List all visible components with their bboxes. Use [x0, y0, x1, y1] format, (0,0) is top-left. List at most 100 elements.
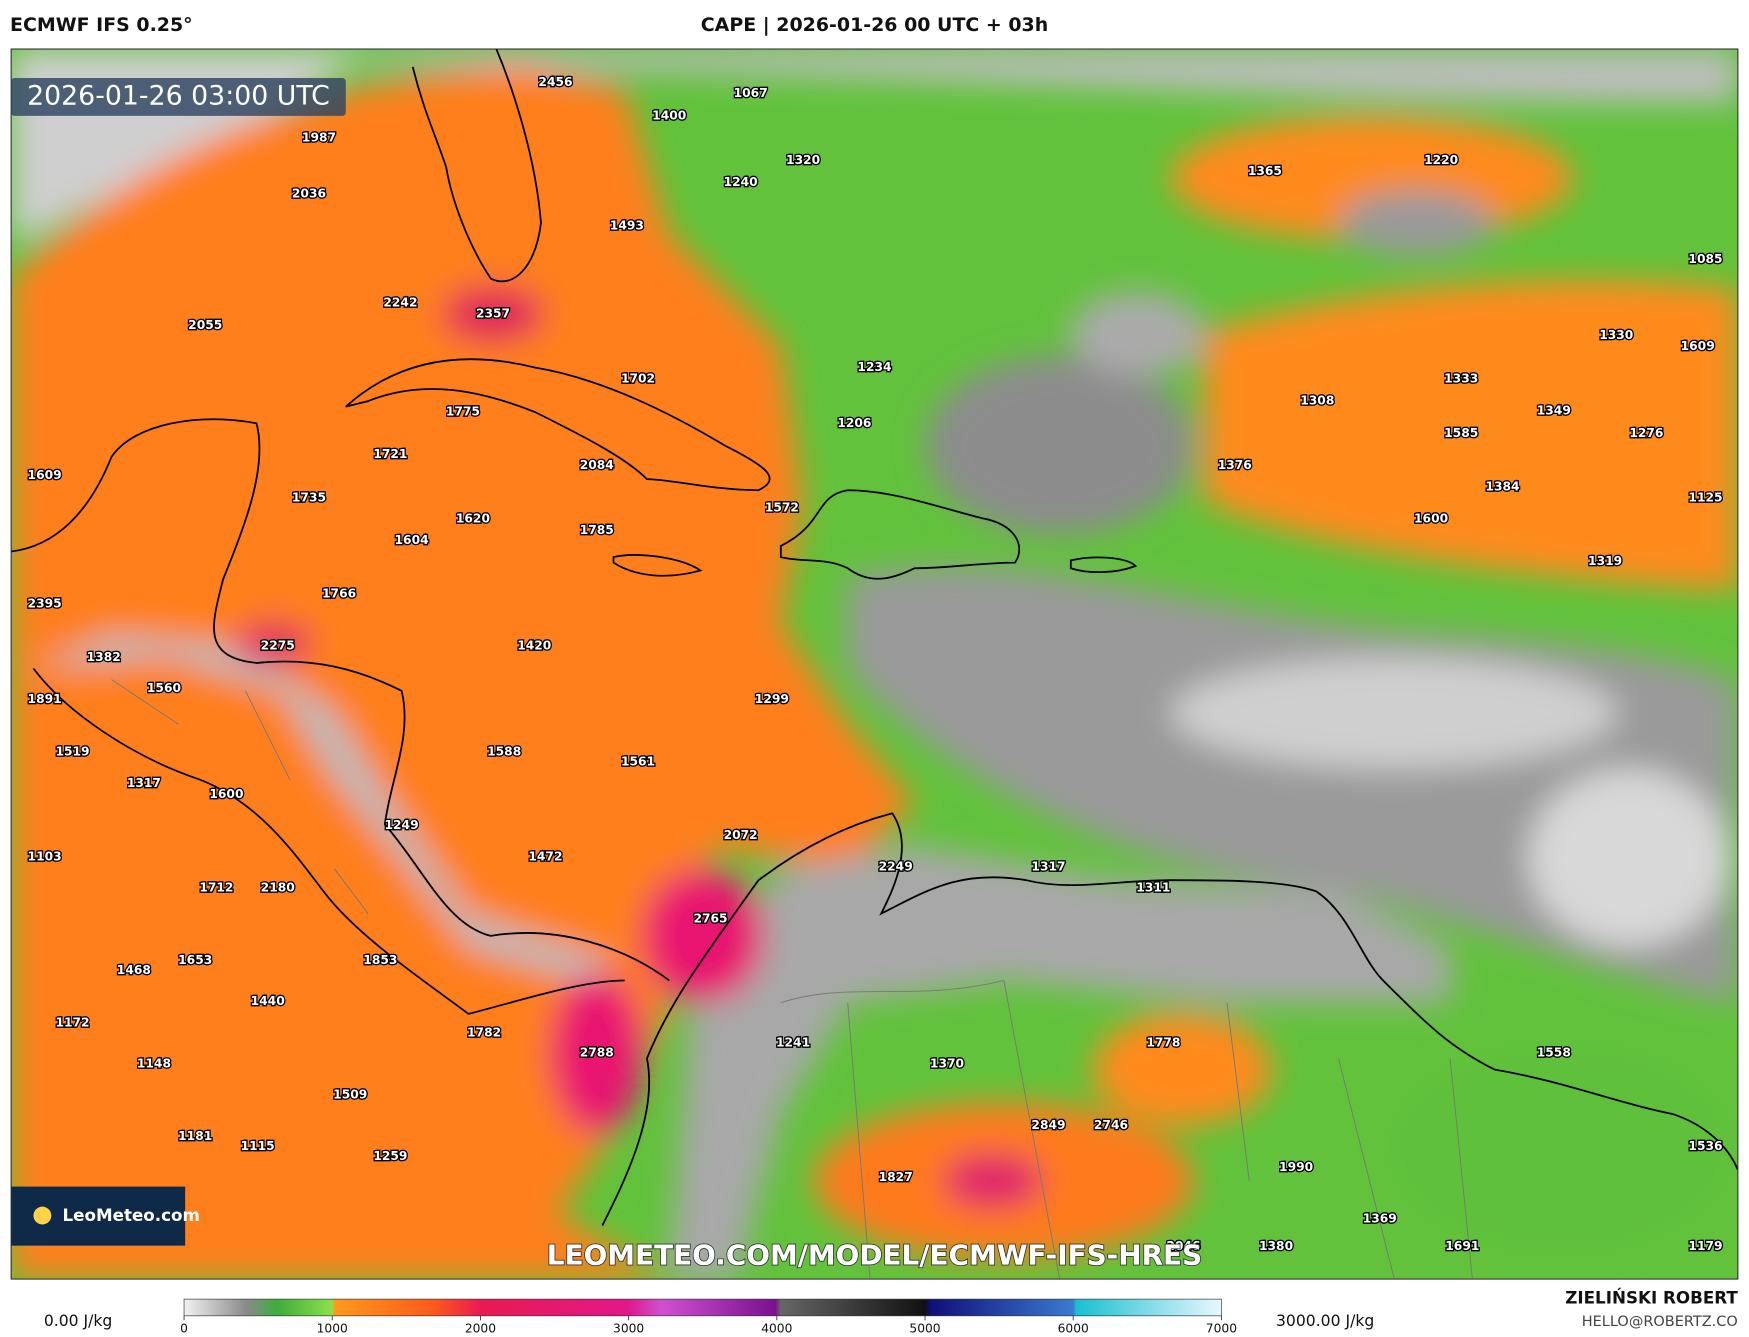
cuba [345, 358, 771, 492]
point-value: 1172 [55, 1015, 89, 1029]
orange-region [1204, 280, 1738, 591]
point-value: 1376 [1218, 458, 1252, 472]
point-value: 1333 [1444, 371, 1478, 385]
point-value: 1712 [199, 880, 233, 894]
colorbar-tick-label: 7000 [1206, 1322, 1237, 1336]
point-value: 1585 [1444, 426, 1478, 440]
colorbar-tick-label: 2000 [465, 1322, 496, 1336]
point-value: 1827 [879, 1170, 913, 1184]
high-cape [942, 1153, 1043, 1209]
point-value: 1369 [1363, 1211, 1397, 1225]
gray-region [1338, 189, 1495, 257]
point-value: 1536 [1688, 1139, 1722, 1153]
point-value: 1472 [528, 849, 562, 863]
point-value: 1519 [55, 745, 89, 759]
point-value: 1220 [1424, 153, 1458, 167]
colorbar-tick-label: 5000 [909, 1322, 940, 1336]
model-name: ECMWF IFS 0.25° [10, 14, 193, 36]
point-value: 1380 [1259, 1239, 1293, 1253]
orange-region [1093, 1013, 1272, 1126]
high-cape [549, 972, 644, 1134]
colorbar [183, 1298, 1222, 1317]
logo-text: LeoMeteo.com [62, 1205, 200, 1225]
point-value: 2275 [261, 639, 295, 653]
time-box [11, 77, 346, 116]
point-labels: 1987 2036 2055 2242 2357 2456 1400 1067 1320 1240… [26, 74, 1724, 1255]
colorbar-tick-label: 6000 [1058, 1322, 1089, 1336]
point-value: 1775 [446, 405, 480, 419]
point-value: 1766 [322, 586, 356, 600]
central-america-coast [11, 418, 670, 982]
gray-region [1171, 657, 1618, 769]
point-value: 2456 [538, 75, 572, 89]
point-value: 2765 [693, 912, 727, 926]
point-value: 1735 [292, 491, 326, 505]
point-value: 1240 [724, 175, 758, 189]
point-value: 1179 [1688, 1239, 1722, 1253]
point-value: 1620 [456, 512, 490, 526]
point-value: 1249 [384, 818, 418, 832]
point-value: 2746 [1094, 1118, 1128, 1132]
point-value: 1702 [621, 371, 655, 385]
borders [111, 679, 1473, 1280]
point-value: 2084 [580, 458, 614, 472]
point-value: 2849 [1031, 1118, 1065, 1132]
high-cape [442, 286, 544, 343]
point-value: 2046 [1166, 1239, 1200, 1253]
colorbar-max-label: 3000.00 J/kg [1276, 1312, 1374, 1330]
point-value: 1604 [395, 533, 429, 547]
point-value: 1600 [1414, 512, 1448, 526]
point-value: 1560 [147, 681, 181, 695]
point-value: 1588 [487, 745, 521, 759]
point-value: 2395 [28, 596, 62, 610]
colorbar-tick-label: 1000 [317, 1322, 348, 1336]
point-value: 1853 [363, 953, 397, 967]
point-value: 1572 [765, 501, 799, 515]
point-value: 1384 [1485, 479, 1519, 493]
point-value: 1311 [1136, 880, 1170, 894]
green-region [1394, 1047, 1729, 1248]
south-america-coast [601, 812, 1738, 1226]
point-value: 1317 [127, 776, 161, 790]
point-value: 1509 [333, 1088, 367, 1102]
coastlines [11, 49, 1738, 1280]
colorbar-min-label: 0.00 J/kg [44, 1312, 113, 1330]
point-value: 1148 [137, 1057, 171, 1071]
map-frame [10, 48, 1739, 1280]
point-value: 1987 [302, 131, 336, 145]
point-value: 1125 [1688, 491, 1722, 505]
point-value: 1609 [28, 468, 62, 482]
gray-region [33, 635, 625, 1003]
colorbar-tick-label: 3000 [613, 1322, 644, 1336]
point-value: 1206 [837, 416, 871, 430]
point-value: 1103 [28, 849, 62, 863]
point-value: 1259 [373, 1149, 407, 1163]
point-value: 1365 [1248, 164, 1282, 178]
hispaniola [779, 489, 1021, 580]
jamaica [612, 554, 703, 577]
point-value: 1382 [87, 650, 121, 664]
orange-region [11, 66, 915, 1280]
point-value: 1234 [857, 360, 891, 374]
point-value: 1721 [373, 447, 407, 461]
point-value: 1320 [786, 153, 820, 167]
point-value: 2242 [383, 296, 417, 310]
gray-region [669, 846, 1451, 1280]
point-value: 1115 [241, 1139, 275, 1153]
colorbar-tick-label: 4000 [761, 1322, 792, 1336]
point-value: 1330 [1599, 328, 1633, 342]
point-value: 1440 [251, 994, 285, 1008]
point-value: 1349 [1537, 404, 1571, 418]
point-value: 2036 [292, 186, 326, 200]
point-value: 1067 [734, 86, 768, 100]
point-value: 1891 [28, 692, 62, 706]
point-value: 1990 [1279, 1160, 1313, 1174]
point-value: 2357 [476, 307, 510, 321]
point-value: 1691 [1445, 1239, 1479, 1253]
author: ZIELIŃSKI ROBERT [1565, 1288, 1738, 1308]
point-value: 1468 [117, 963, 151, 977]
map-title: CAPE | 2026-01-26 00 UTC + 03h [701, 14, 1048, 36]
point-value: 1085 [1688, 252, 1722, 266]
point-value: 2788 [580, 1045, 614, 1059]
